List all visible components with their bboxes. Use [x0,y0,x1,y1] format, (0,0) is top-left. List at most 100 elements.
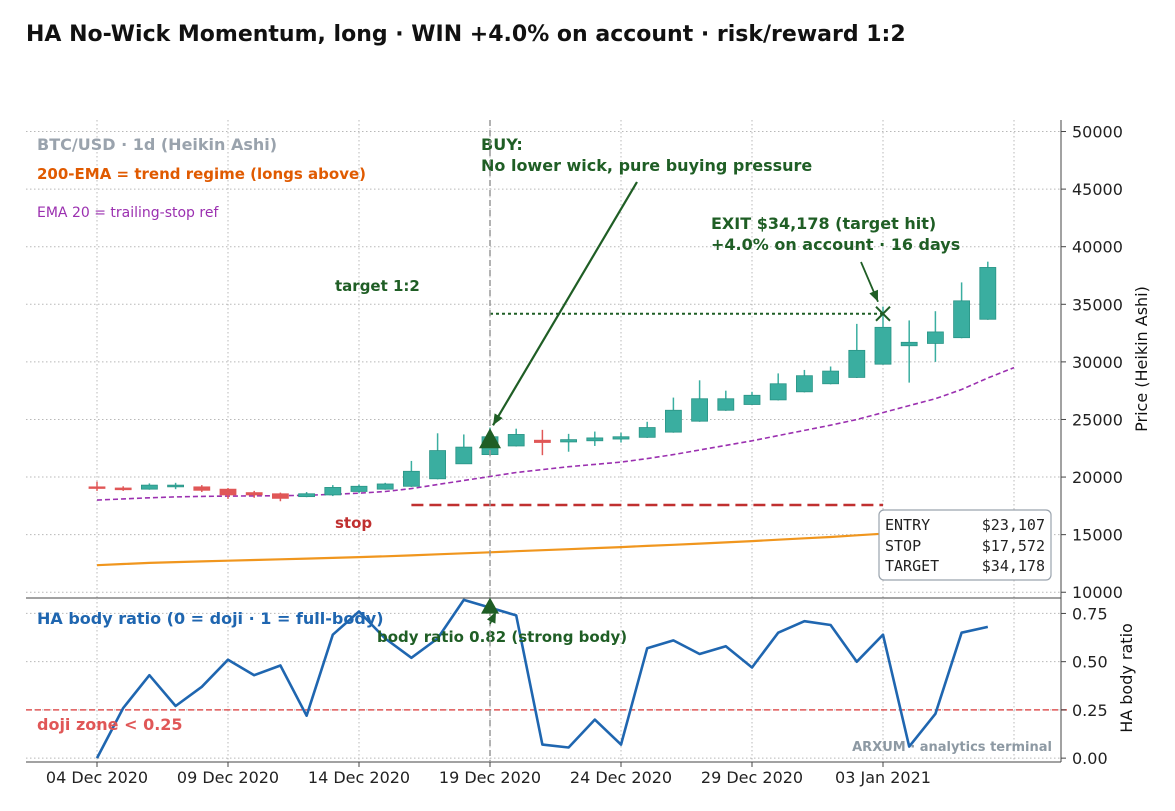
candle-body [927,331,944,344]
price-y-tick-label: 25000 [1072,410,1123,429]
candle-body [429,450,447,480]
body-ratio-panel: 0.00 0.25 0.50 0.75 HA body ratio HA body r… [26,598,1136,768]
instrument-label: BTC/USD · 1d (Heikin Ashi) [37,135,277,154]
chart-title: HA No-Wick Momentum, long · WIN +4.0% on… [26,22,906,47]
ema200-layer [96,523,1015,567]
candle-body [245,492,263,496]
candle-body [140,484,158,490]
candle-body [350,485,368,492]
target-label: target 1:2 [335,277,420,295]
x-tick-label: 03 Jan 2021 [835,768,931,787]
watermark: ARXUM · analytics terminal [852,740,1052,755]
stop-label: stop [335,514,372,532]
candle-body [874,326,892,365]
x-axis: 04 Dec 2020 09 Dec 2020 14 Dec 2020 19 Dec … [26,761,1061,787]
candle-body [193,486,211,491]
candle-body [455,446,473,465]
ratio-y-tick-label: 0.50 [1072,653,1108,672]
candle-body [743,394,761,405]
buy-title: BUY: [481,135,523,154]
candle-body [114,487,132,491]
entry-marker [479,428,501,449]
candle-body [979,267,997,320]
candle-body [638,427,656,438]
trade-summary-box: ENTRY $23,107 STOP $17,572 TARGET $34,17… [878,509,1052,581]
trade-box-stop-value: $17,572 [982,537,1045,555]
price-y-tick-label: 40000 [1072,238,1123,257]
price-gridlines [26,120,1061,598]
body-ratio-note: body ratio 0.82 (strong body) [377,628,627,646]
candle-body [717,398,735,411]
ratio-y-axis-label: HA body ratio [1117,623,1136,733]
candle-body [665,409,682,433]
price-y-tick-label: 15000 [1072,526,1123,545]
candle-body [402,470,420,487]
ratio-y-tick-label: 0.75 [1072,604,1108,623]
ema200-legend-label: 200-EMA = trend regime (longs above) [37,165,366,183]
doji-zone-label: doji zone < 0.25 [37,715,183,734]
body-ratio-marker [481,597,499,614]
exit-label-line1: EXIT $34,178 (target hit) [711,214,936,233]
trade-box-target-value: $34,178 [982,557,1045,575]
candle-body [848,349,866,378]
ratio-y-ticks: 0.00 0.25 0.50 0.75 [1061,604,1108,768]
price-y-tick-label: 35000 [1072,295,1123,314]
price-y-tick-label: 20000 [1072,468,1123,487]
ema200-line [96,523,1015,567]
candle-body [953,300,970,339]
trade-markers-layer [479,120,891,762]
x-tick-label: 24 Dec 2020 [570,768,672,787]
trade-box-stop-label: STOP [885,537,921,555]
candle-body [271,493,289,499]
ratio-panel-title: HA body ratio (0 = doji · 1 = full-body) [37,609,384,628]
candle-body [900,341,918,347]
x-tick-label: 19 Dec 2020 [439,768,541,787]
trade-box-target-label: TARGET [885,557,939,575]
x-tick-label: 04 Dec 2020 [46,768,148,787]
ratio-y-tick-label: 0.25 [1072,701,1108,720]
ema20-layer [96,366,1015,501]
candle-body [167,484,185,488]
candle-body [534,439,551,443]
candle-body [586,437,604,442]
candle-body [769,383,787,401]
candles-layer [88,261,997,502]
exit-arrow-head [869,289,878,302]
x-tick-label: 29 Dec 2020 [701,768,803,787]
price-y-ticks: 10000 15000 20000 25000 30000 35000 40000 45000… [1061,123,1123,602]
trade-box-frame [878,509,1052,581]
buy-arrow-head [493,413,503,426]
exit-marker [875,306,891,322]
candle-body [298,493,316,498]
candle-body [219,488,237,496]
price-y-tick-label: 45000 [1072,180,1123,199]
price-y-axis-label: Price (Heikin Ashi) [1132,286,1151,432]
ratio-y-tick-label: 0.00 [1072,749,1108,768]
x-tick-label: 09 Dec 2020 [177,768,279,787]
ema20-line [96,366,1015,501]
ema20-legend-label: EMA 20 = trailing-stop ref [37,205,219,221]
candle-body [822,370,839,385]
candle-body [376,483,394,490]
price-y-tick-label: 10000 [1072,583,1123,602]
candle-body [88,486,106,489]
candle-body [324,487,342,496]
body-ratio-arrow-head [486,611,496,624]
buy-arrow-shaft [492,181,638,426]
trade-box-entry-label: ENTRY [885,516,930,534]
body-ratio-line [95,598,989,759]
buy-description: No lower wick, pure buying pressure [481,156,812,175]
candle-body [691,398,708,422]
x-tick-label: 14 Dec 2020 [308,768,410,787]
price-panel: 10000 15000 20000 25000 30000 35000 40000 45000… [26,120,1151,602]
candle-body [507,434,525,447]
candle-body [560,439,577,443]
price-y-tick-label: 50000 [1072,123,1123,142]
candle-body [612,436,630,440]
ratio-line-layer [95,598,989,759]
candle-body [796,375,813,393]
exit-label-line2: +4.0% on account · 16 days [711,235,960,254]
trade-box-entry-value: $23,107 [982,516,1045,534]
price-y-tick-label: 30000 [1072,353,1123,372]
